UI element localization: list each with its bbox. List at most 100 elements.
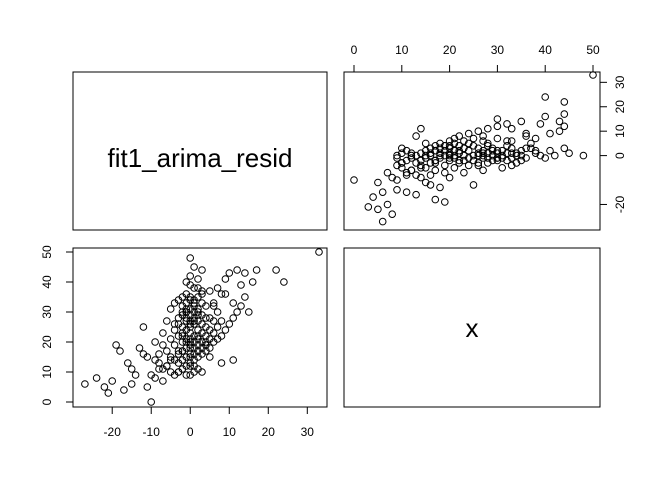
scatter-point [455,142,464,150]
scatter-point [178,347,187,355]
scatter-point [209,299,218,307]
scatter-point [315,248,323,256]
scatter-point [186,350,194,358]
scatter-point [398,149,406,157]
scatter-point [479,137,487,145]
scatter-point [512,151,521,160]
scatter-point [436,154,444,162]
scatter-point [460,137,468,145]
scatter-point [474,161,483,170]
scatter-point [108,377,116,385]
bottom-x-tick-label: 20 [262,425,276,439]
scatter-point [474,144,483,153]
scatter-point [484,149,492,157]
scatter-point [479,146,487,155]
scatter-point [531,134,540,143]
scatter-point [517,151,526,160]
scatter-point [431,166,440,175]
scatter-point [155,350,163,358]
scatter-point [182,308,191,316]
scatter-point [202,314,210,322]
scatter-point [469,134,478,143]
scatter-point [555,127,564,135]
scatter-point [421,146,430,155]
scatter-point [421,164,430,172]
scatter-point [213,308,222,316]
scatter-point [536,151,545,160]
scatter-point [393,151,401,160]
scatter-point [484,154,492,162]
scatter-point [417,156,425,165]
scatter-point [503,142,511,150]
scatter-point [546,146,554,155]
scatter-point [474,151,483,160]
scatter-point [493,156,502,165]
scatter-point [445,144,454,153]
scatter-point [237,281,245,289]
scatter-point [431,156,440,165]
scatter-point [560,110,569,118]
scatter-point [221,275,230,283]
scatter-point [202,341,210,349]
scatter-point [441,198,449,206]
scatter-point [522,144,530,153]
scatter-point [143,383,152,391]
scatter-point [190,263,198,271]
top-x-tick-label: 30 [491,43,505,57]
scatter-point [202,302,210,310]
scatter-point [388,210,397,218]
scatter-point [127,365,136,373]
scatter-point [517,146,526,155]
scatter-point [493,122,502,131]
scatter-point [421,139,430,148]
left-y-axis: 0 10 20 30 40 50 [40,245,74,405]
scatter-point [221,326,230,334]
scatter-point [441,142,449,150]
scatter-point [388,173,397,182]
scatter-point [498,164,507,172]
scatter-point [426,144,435,153]
scatter-point [241,293,249,301]
scatter-point [460,151,468,160]
scatter-point [186,344,194,352]
scatter-point [166,356,175,364]
scatter-point [182,278,191,286]
scatter-point [217,332,226,340]
scatter-point [229,356,237,364]
scatter-point [213,284,222,292]
left-y-tick-label: 0 [40,398,54,405]
left-y-tick-label: 50 [40,245,54,259]
scatter-point [522,154,530,162]
scatter-point [488,144,497,153]
scatter-point [464,129,473,138]
scatter-point [507,161,516,170]
scatter-point [412,151,420,160]
scatter-point [507,124,516,133]
scatter-point [493,146,502,155]
scatter-point [441,151,449,160]
scatter-point [163,317,171,325]
scatter-point [186,254,194,262]
scatter-point [206,287,214,295]
scatter-point [248,278,257,286]
diag-panel-fit1-arima-resid-frame [72,71,328,231]
scatter-point [104,389,113,397]
scatter-point [374,205,382,214]
left-y-tick-label: 10 [40,365,54,379]
scatter-point [217,290,226,298]
right-y-tick-label: 10 [613,124,627,138]
scatter-point [474,149,483,157]
scatter-point [484,142,492,150]
scatter-point [245,308,253,316]
scatter-point [159,365,167,373]
scatter-point [186,362,194,370]
scatter-point [493,154,502,162]
scatter-point [484,139,492,148]
scatter-point [217,317,226,325]
scatter-point [383,200,392,209]
scatter-point [426,171,435,179]
right-y-tick-label: -20 [613,195,627,213]
scatter-point [445,151,454,160]
scatter-point [194,311,202,319]
scatter-point [421,178,430,187]
